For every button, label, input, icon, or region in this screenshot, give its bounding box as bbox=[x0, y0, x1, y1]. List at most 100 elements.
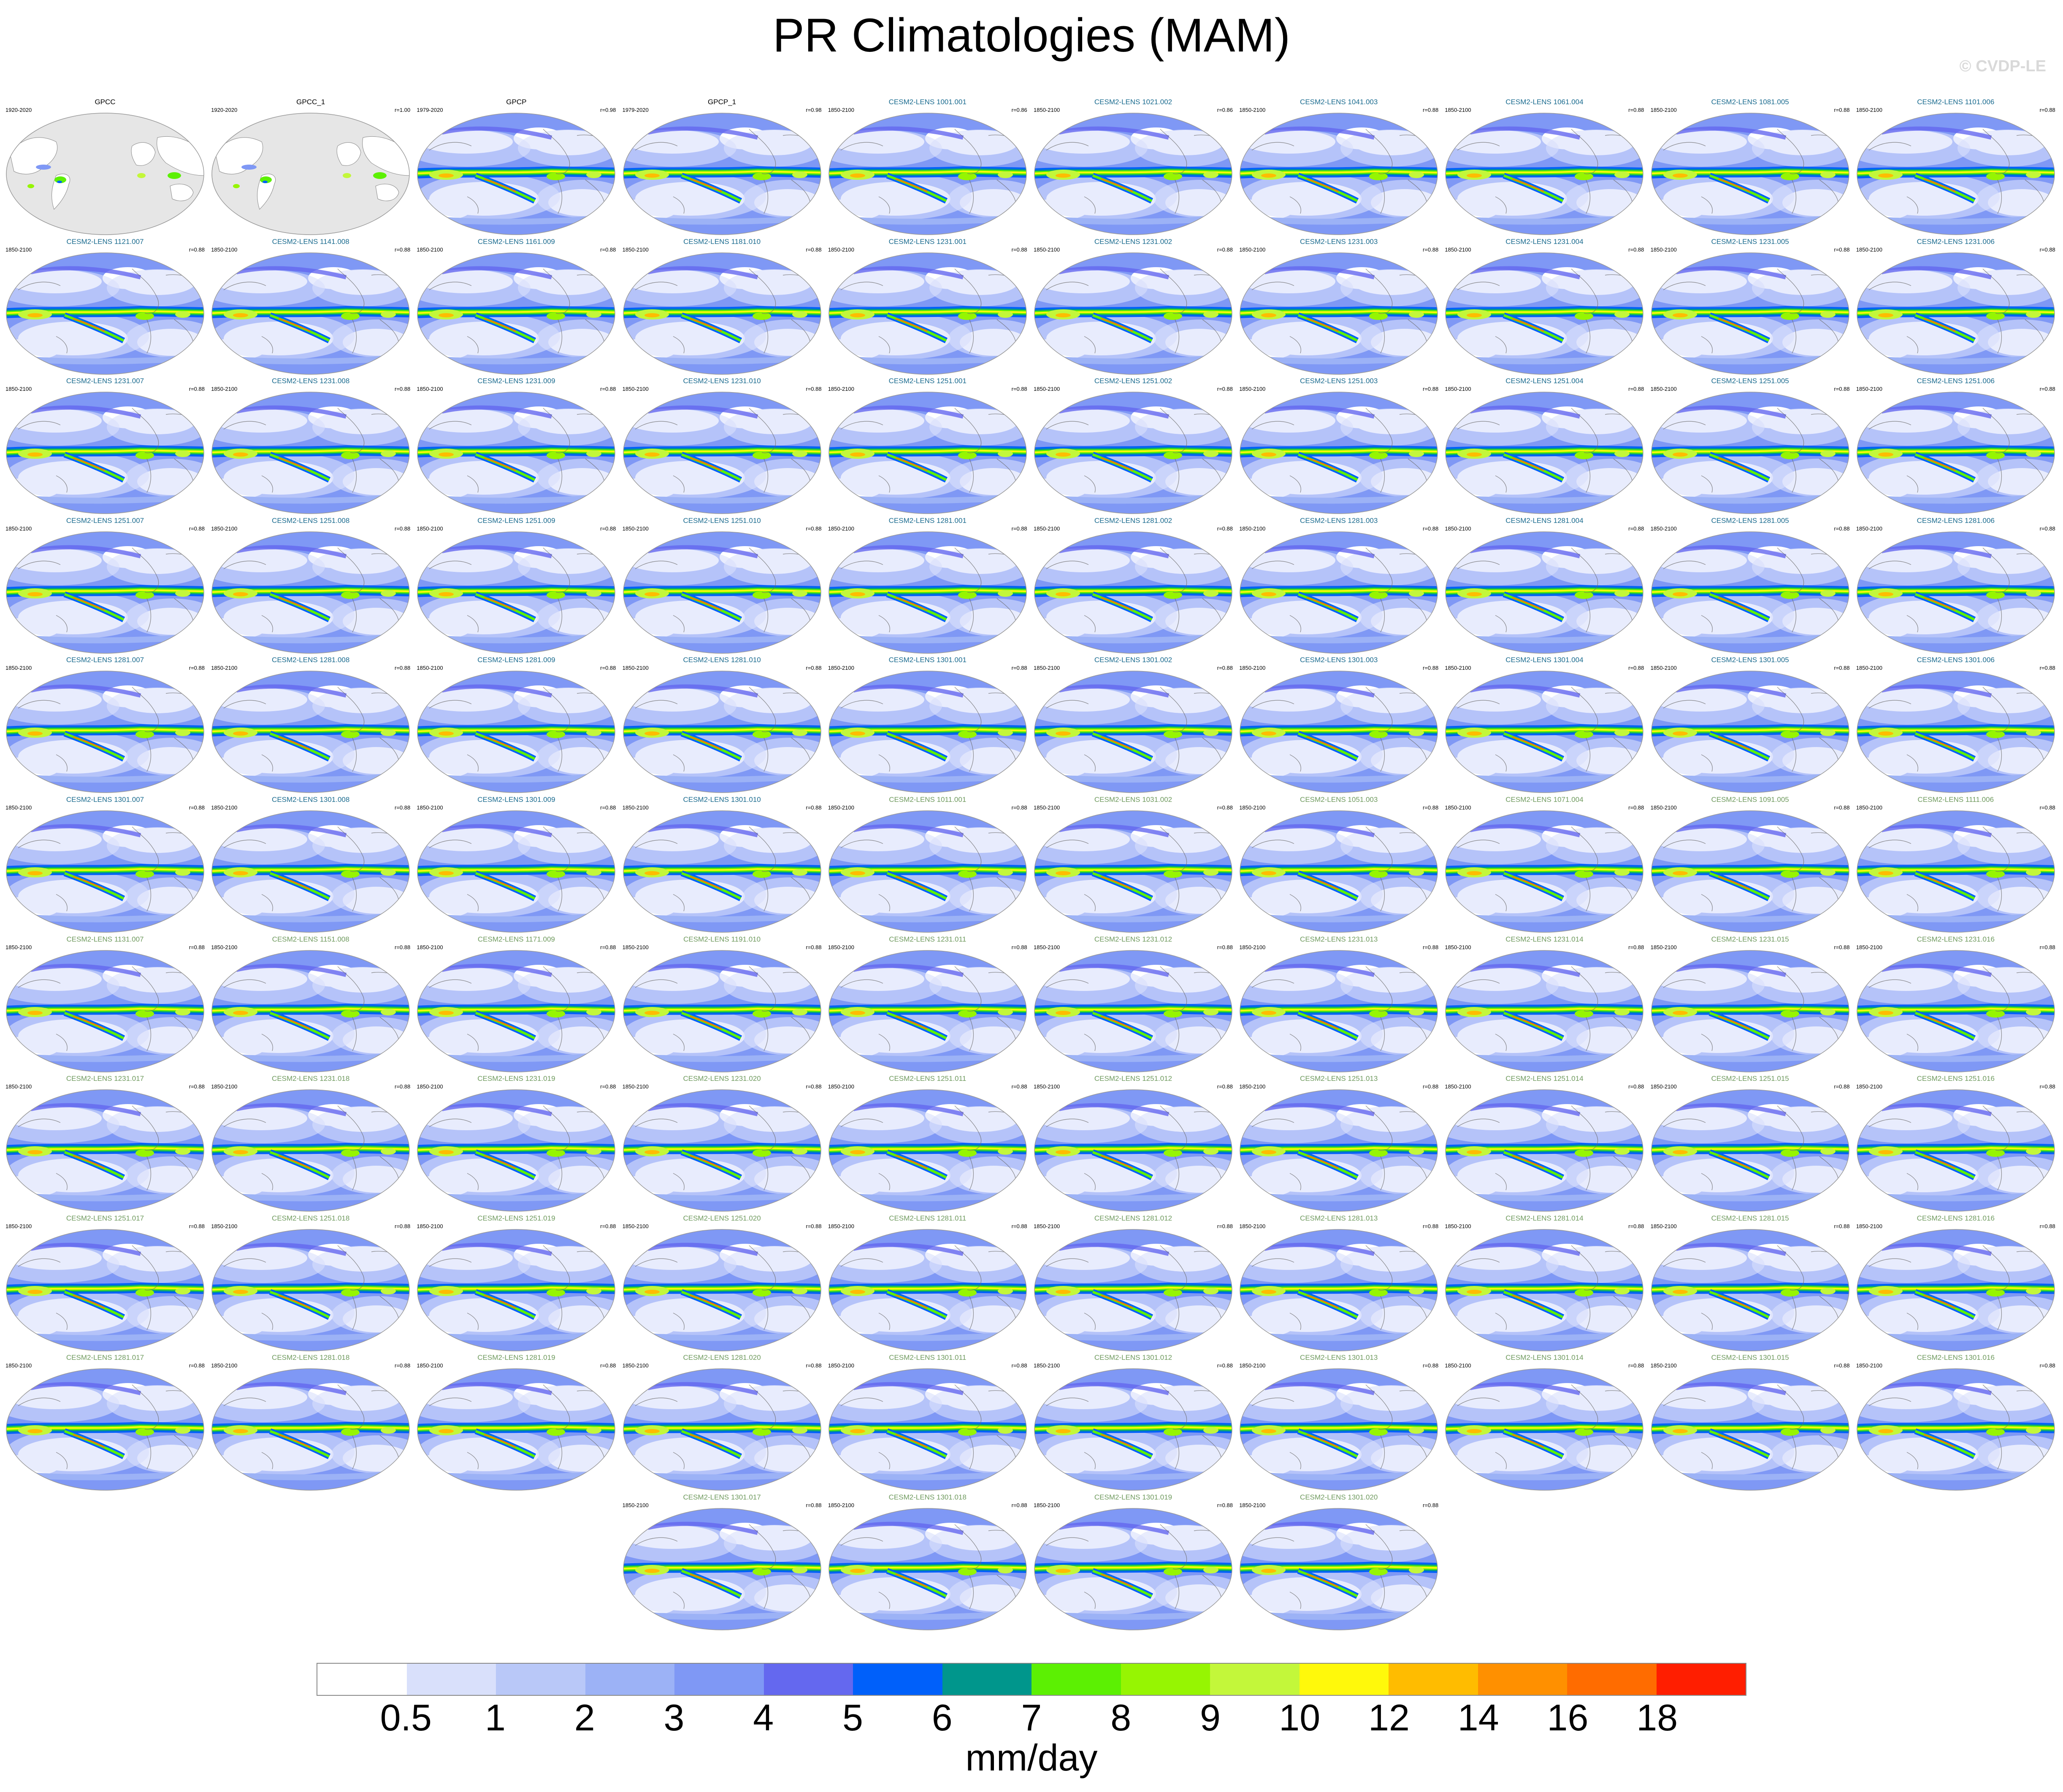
panel-period: 1850-2100 bbox=[1650, 525, 1677, 532]
panel-title: CESM2-LENS 1231.010 bbox=[683, 377, 761, 385]
panel-period: 1850-2100 bbox=[1239, 1502, 1266, 1508]
map-panel: CESM2-LENS 1231.012 1850-2100 r=0.88 bbox=[1034, 935, 1233, 1075]
panel-pattern-correlation: r=0.88 bbox=[600, 944, 616, 950]
panel-title: CESM2-LENS 1301.017 bbox=[683, 1493, 761, 1501]
panel-period: 1850-2100 bbox=[622, 1502, 649, 1508]
panel-period: 1850-2100 bbox=[828, 804, 854, 811]
panel-title: CESM2-LENS 1051.003 bbox=[1300, 796, 1378, 804]
map-plot bbox=[1034, 392, 1232, 514]
panel-period: 1850-2100 bbox=[211, 246, 238, 253]
panel-title: CESM2-LENS 1111.006 bbox=[1917, 796, 1994, 804]
panel-title: CESM2-LENS 1251.006 bbox=[1917, 377, 1995, 385]
map-panel: CESM2-LENS 1281.007 1850-2100 r=0.88 bbox=[5, 656, 205, 795]
map-plot bbox=[623, 671, 821, 793]
panel-period: 1850-2100 bbox=[417, 665, 443, 671]
map-panel: CESM2-LENS 1251.007 1850-2100 r=0.88 bbox=[5, 517, 205, 656]
panel-pattern-correlation: r=0.88 bbox=[600, 1223, 616, 1229]
panel-pattern-correlation: r=0.88 bbox=[1422, 107, 1439, 113]
map-panel: CESM2-LENS 1051.003 1850-2100 r=0.88 bbox=[1239, 796, 1438, 935]
map-plot bbox=[1857, 392, 2055, 514]
panel-pattern-correlation: r=0.88 bbox=[1834, 1223, 1850, 1229]
panel-title: CESM2-LENS 1301.007 bbox=[66, 796, 144, 804]
map-plot bbox=[828, 810, 1027, 933]
map-plot bbox=[1240, 671, 1438, 793]
panel-period: 1850-2100 bbox=[622, 1362, 649, 1369]
panel-title: CESM2-LENS 1231.013 bbox=[1300, 935, 1378, 943]
colorbar-tick-label: 1 bbox=[485, 1697, 506, 1738]
panel-title: CESM2-LENS 1031.002 bbox=[1094, 796, 1172, 804]
panel-title: CESM2-LENS 1231.006 bbox=[1917, 237, 1995, 246]
map-plot bbox=[1857, 950, 2055, 1072]
panel-period: 1850-2100 bbox=[828, 1502, 854, 1508]
map-panel: CESM2-LENS 1041.003 1850-2100 r=0.88 bbox=[1239, 98, 1438, 237]
panel-period: 1850-2100 bbox=[1856, 804, 1882, 811]
map-panel: CESM2-LENS 1251.003 1850-2100 r=0.88 bbox=[1239, 377, 1438, 516]
panel-period: 1850-2100 bbox=[417, 525, 443, 532]
map-panel: CESM2-LENS 1161.009 1850-2100 r=0.88 bbox=[417, 238, 616, 377]
map-panel: CESM2-LENS 1251.011 1850-2100 r=0.88 bbox=[828, 1075, 1027, 1214]
panel-title: GPCP bbox=[506, 98, 527, 106]
map-plot bbox=[211, 252, 410, 375]
panel-period: 1850-2100 bbox=[828, 1362, 854, 1369]
map-plot bbox=[1651, 1229, 1849, 1351]
panel-pattern-correlation: r=0.88 bbox=[806, 525, 822, 532]
colorbar-tick-label: 16 bbox=[1547, 1697, 1589, 1738]
panel-period: 1850-2100 bbox=[1650, 107, 1677, 113]
map-plot bbox=[6, 1368, 204, 1491]
colorbar-tick-label: 6 bbox=[931, 1697, 953, 1738]
panel-period: 1850-2100 bbox=[1034, 525, 1060, 532]
panel-pattern-correlation: r=0.88 bbox=[1011, 1223, 1027, 1229]
panel-pattern-correlation: r=0.88 bbox=[1834, 1362, 1850, 1369]
map-panel: CESM2-LENS 1301.010 1850-2100 r=0.88 bbox=[623, 796, 822, 935]
map-plot bbox=[1034, 1229, 1232, 1351]
panel-title: CESM2-LENS 1231.015 bbox=[1711, 935, 1789, 943]
panel-period: 1850-2100 bbox=[1239, 1083, 1266, 1090]
panel-period: 1850-2100 bbox=[1239, 1362, 1266, 1369]
colorbar-tick-label: 5 bbox=[842, 1697, 863, 1738]
map-panel: CESM2-LENS 1171.009 1850-2100 r=0.88 bbox=[417, 935, 616, 1075]
map-plot bbox=[211, 392, 410, 514]
colorbar-swatch bbox=[1478, 1664, 1567, 1695]
panel-title: CESM2-LENS 1231.017 bbox=[66, 1075, 144, 1083]
panel-period: 1850-2100 bbox=[1650, 804, 1677, 811]
panel-period: 1850-2100 bbox=[622, 804, 649, 811]
map-panel: CESM2-LENS 1231.014 1850-2100 r=0.88 bbox=[1445, 935, 1644, 1075]
panel-title: CESM2-LENS 1251.020 bbox=[683, 1214, 761, 1222]
map-panel: CESM2-LENS 1251.010 1850-2100 r=0.88 bbox=[623, 517, 822, 656]
panel-title: CESM2-LENS 1281.001 bbox=[888, 516, 967, 525]
map-plot bbox=[211, 113, 410, 235]
map-panel: CESM2-LENS 1281.014 1850-2100 r=0.88 bbox=[1445, 1214, 1644, 1353]
map-panel: CESM2-LENS 1231.011 1850-2100 r=0.88 bbox=[828, 935, 1027, 1075]
panel-pattern-correlation: r=0.88 bbox=[1422, 386, 1439, 393]
panel-title: GPCC bbox=[95, 98, 116, 106]
map-plot bbox=[1034, 1508, 1232, 1630]
panel-title: CESM2-LENS 1251.012 bbox=[1094, 1075, 1172, 1083]
panel-period: 1850-2100 bbox=[417, 246, 443, 253]
map-panel: CESM2-LENS 1301.011 1850-2100 r=0.88 bbox=[828, 1353, 1027, 1493]
panel-title: CESM2-LENS 1281.009 bbox=[477, 656, 555, 664]
panel-title: CESM2-LENS 1281.006 bbox=[1917, 516, 1995, 525]
map-plot bbox=[623, 810, 821, 933]
panel-pattern-correlation: r=0.88 bbox=[1628, 525, 1644, 532]
map-panel: CESM2-LENS 1131.007 1850-2100 r=0.88 bbox=[5, 935, 205, 1075]
map-panel: CESM2-LENS 1281.002 1850-2100 r=0.88 bbox=[1034, 517, 1233, 656]
panel-period: 1920-2020 bbox=[211, 107, 238, 113]
panel-period: 1850-2100 bbox=[211, 665, 238, 671]
panel-title: CESM2-LENS 1301.005 bbox=[1711, 656, 1789, 664]
map-plot bbox=[6, 950, 204, 1072]
map-plot bbox=[417, 671, 616, 793]
panel-period: 1920-2020 bbox=[5, 107, 32, 113]
panel-period: 1850-2100 bbox=[1239, 665, 1266, 671]
panel-title: CESM2-LENS 1281.016 bbox=[1917, 1214, 1995, 1222]
map-plot bbox=[1240, 1089, 1438, 1212]
panel-pattern-correlation: r=0.88 bbox=[1834, 107, 1850, 113]
map-plot bbox=[623, 950, 821, 1072]
panel-period: 1850-2100 bbox=[1034, 944, 1060, 950]
panel-pattern-correlation: r=0.88 bbox=[600, 386, 616, 393]
map-panel: CESM2-LENS 1231.019 1850-2100 r=0.88 bbox=[417, 1075, 616, 1214]
watermark: © CVDP-LE bbox=[1959, 57, 2046, 75]
map-panel: CESM2-LENS 1101.006 1850-2100 r=0.88 bbox=[1856, 98, 2055, 237]
panel-pattern-correlation: r=0.88 bbox=[1422, 665, 1439, 671]
panel-period: 1979-2020 bbox=[417, 107, 443, 113]
panel-period: 1850-2100 bbox=[622, 665, 649, 671]
